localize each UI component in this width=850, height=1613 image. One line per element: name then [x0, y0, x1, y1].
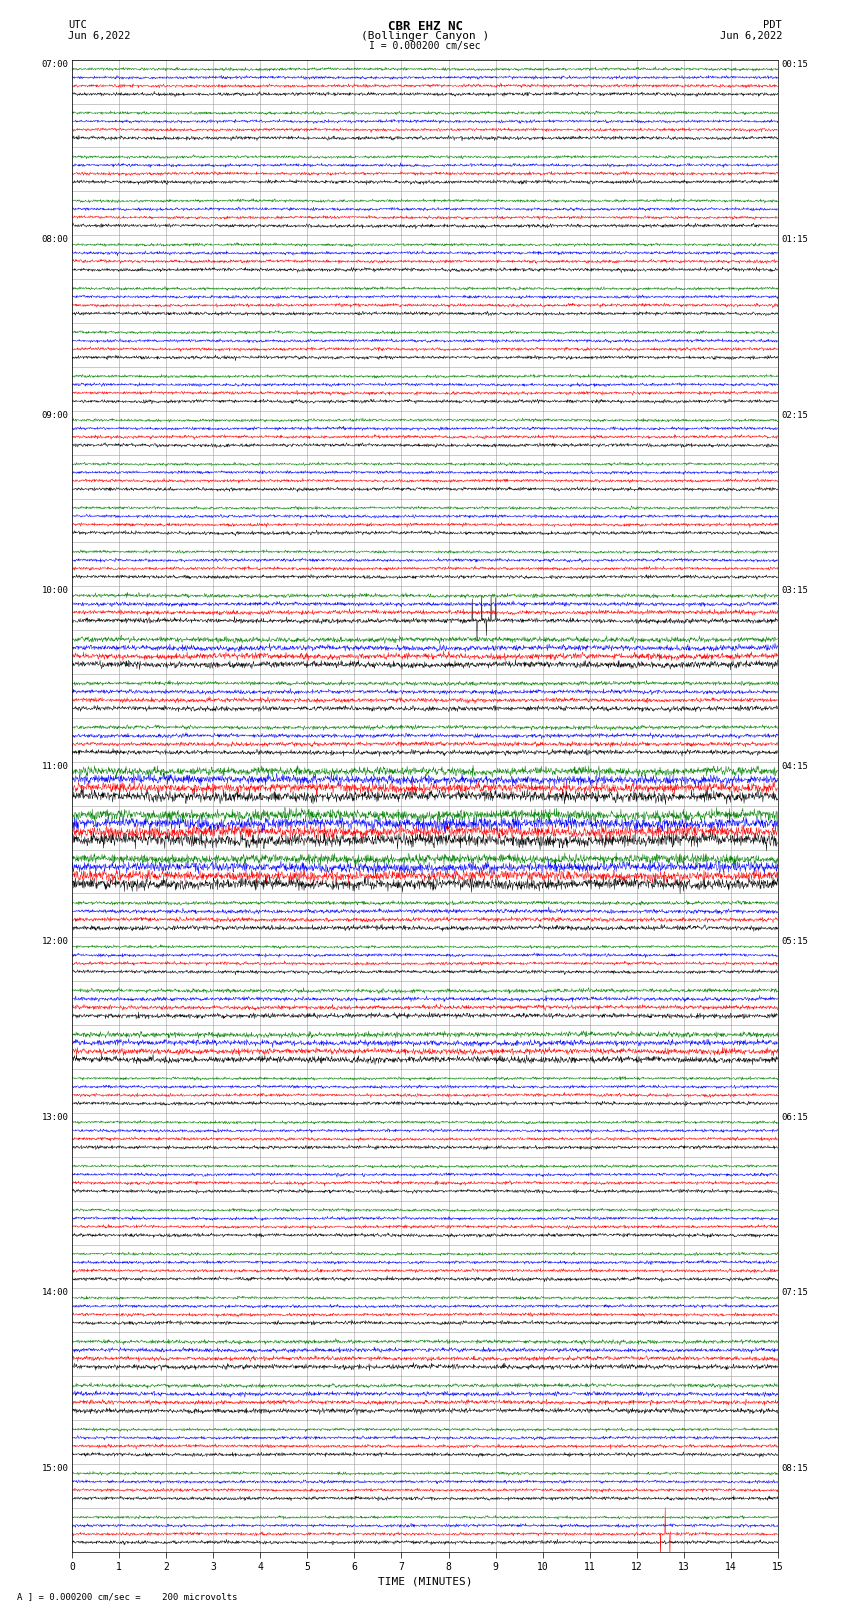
X-axis label: TIME (MINUTES): TIME (MINUTES) [377, 1576, 473, 1586]
Text: (Bollinger Canyon ): (Bollinger Canyon ) [361, 31, 489, 40]
Text: Jun 6,2022: Jun 6,2022 [719, 31, 782, 40]
Text: 07:00: 07:00 [42, 60, 69, 69]
Text: 14:00: 14:00 [42, 1289, 69, 1297]
Text: 05:15: 05:15 [781, 937, 808, 947]
Text: PDT: PDT [763, 19, 782, 31]
Text: 13:00: 13:00 [42, 1113, 69, 1123]
Text: I = 0.000200 cm/sec: I = 0.000200 cm/sec [369, 40, 481, 52]
Text: 10:00: 10:00 [42, 586, 69, 595]
Text: 04:15: 04:15 [781, 761, 808, 771]
Text: 00:15: 00:15 [781, 60, 808, 69]
Text: A ] = 0.000200 cm/sec =    200 microvolts: A ] = 0.000200 cm/sec = 200 microvolts [17, 1592, 237, 1602]
Text: 11:00: 11:00 [42, 761, 69, 771]
Text: 08:15: 08:15 [781, 1465, 808, 1473]
Text: CBR EHZ NC: CBR EHZ NC [388, 19, 462, 34]
Text: 01:15: 01:15 [781, 235, 808, 244]
Text: 06:15: 06:15 [781, 1113, 808, 1123]
Text: UTC: UTC [68, 19, 87, 31]
Text: 08:00: 08:00 [42, 235, 69, 244]
Text: 07:15: 07:15 [781, 1289, 808, 1297]
Text: Jun 6,2022: Jun 6,2022 [68, 31, 131, 40]
Text: 02:15: 02:15 [781, 411, 808, 419]
Text: 15:00: 15:00 [42, 1465, 69, 1473]
Text: 09:00: 09:00 [42, 411, 69, 419]
Text: 12:00: 12:00 [42, 937, 69, 947]
Text: 03:15: 03:15 [781, 586, 808, 595]
